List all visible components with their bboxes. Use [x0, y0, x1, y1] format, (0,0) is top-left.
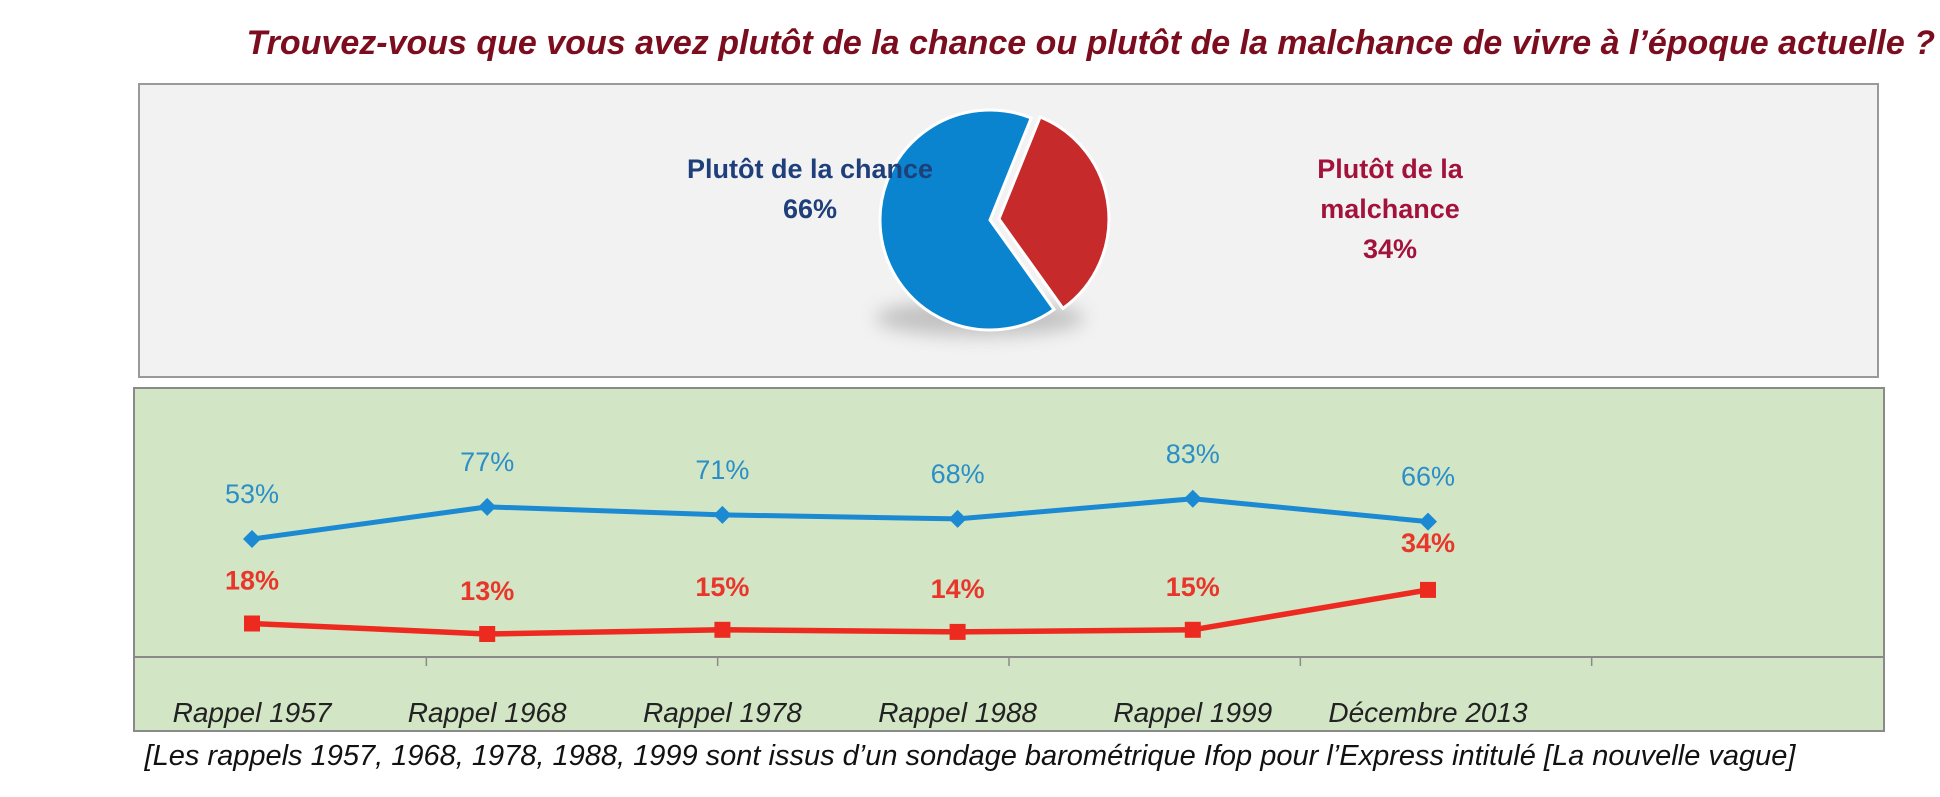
- series-line-chance: [251, 496, 1429, 542]
- pie-slice-chance: [878, 108, 1057, 332]
- data-point-malchance: [479, 626, 496, 642]
- pie-slice-malchance: [997, 114, 1111, 311]
- data-point-malchance: [714, 621, 731, 638]
- data-label-chance: 53%: [225, 479, 279, 509]
- data-point-chance: [243, 530, 261, 548]
- data-point-chance: [948, 509, 967, 528]
- pie-label-chance-value: 66%: [782, 194, 838, 224]
- data-label-malchance: 14%: [931, 574, 985, 604]
- footnote: [Les rappels 1957, 1968, 1978, 1988, 199…: [144, 740, 1796, 772]
- data-point-chance: [478, 497, 497, 516]
- data-label-malchance: 15%: [1166, 572, 1220, 602]
- pie-panel: Plutôt de la chance 66% Plutôt de la mal…: [138, 83, 1879, 378]
- data-point-chance: [713, 505, 732, 524]
- pie-chart: [875, 108, 1111, 336]
- data-point-malchance: [949, 623, 966, 640]
- data-label-chance: 77%: [460, 447, 514, 477]
- x-tick-label: Rappel 1957: [173, 697, 333, 728]
- pie-label-chance-text: Plutôt de la chance: [686, 154, 934, 184]
- data-point-malchance: [244, 615, 260, 632]
- data-point-malchance: [1420, 581, 1436, 598]
- pie-label-malchance-text-1: Plutôt de la: [1317, 154, 1463, 184]
- data-label-chance: 83%: [1166, 439, 1220, 469]
- x-tick-label: Décembre 2013: [1328, 697, 1528, 728]
- pie-label-malchance-text-2: malchance: [1320, 194, 1460, 224]
- data-label-chance: 71%: [695, 455, 749, 485]
- data-point-chance: [1183, 489, 1202, 508]
- data-label-chance: 68%: [931, 459, 985, 489]
- series-line-malchance: [251, 587, 1429, 637]
- x-tick-label: Rappel 1968: [408, 697, 567, 728]
- line-panel: Rappel 1957 Rappel 1968 Rappel 1978 Rappel …: [133, 387, 1885, 732]
- pie-label-malchance: Plutôt de la malchance 34%: [1170, 149, 1610, 269]
- x-tick-label: Rappel 1988: [878, 697, 1037, 728]
- pie-label-malchance-value: 34%: [1362, 234, 1418, 264]
- line-chart: Rappel 1957 Rappel 1968 Rappel 1978 Rappel …: [135, 439, 1883, 728]
- data-label-malchance: 34%: [1401, 528, 1455, 558]
- data-label-malchance: 18%: [225, 566, 279, 596]
- x-tick-label: Rappel 1978: [643, 697, 802, 728]
- data-point-malchance: [1184, 621, 1201, 638]
- data-label-chance: 66%: [1401, 462, 1455, 492]
- x-tick-label: Rappel 1999: [1113, 697, 1272, 728]
- pie-label-chance: Plutôt de la chance 66%: [530, 149, 1090, 229]
- data-point-chance: [1419, 512, 1437, 531]
- chart-title: Trouvez-vous que vous avez plutôt de la …: [246, 24, 1935, 62]
- data-label-malchance: 15%: [695, 572, 749, 602]
- data-label-malchance: 13%: [460, 576, 514, 606]
